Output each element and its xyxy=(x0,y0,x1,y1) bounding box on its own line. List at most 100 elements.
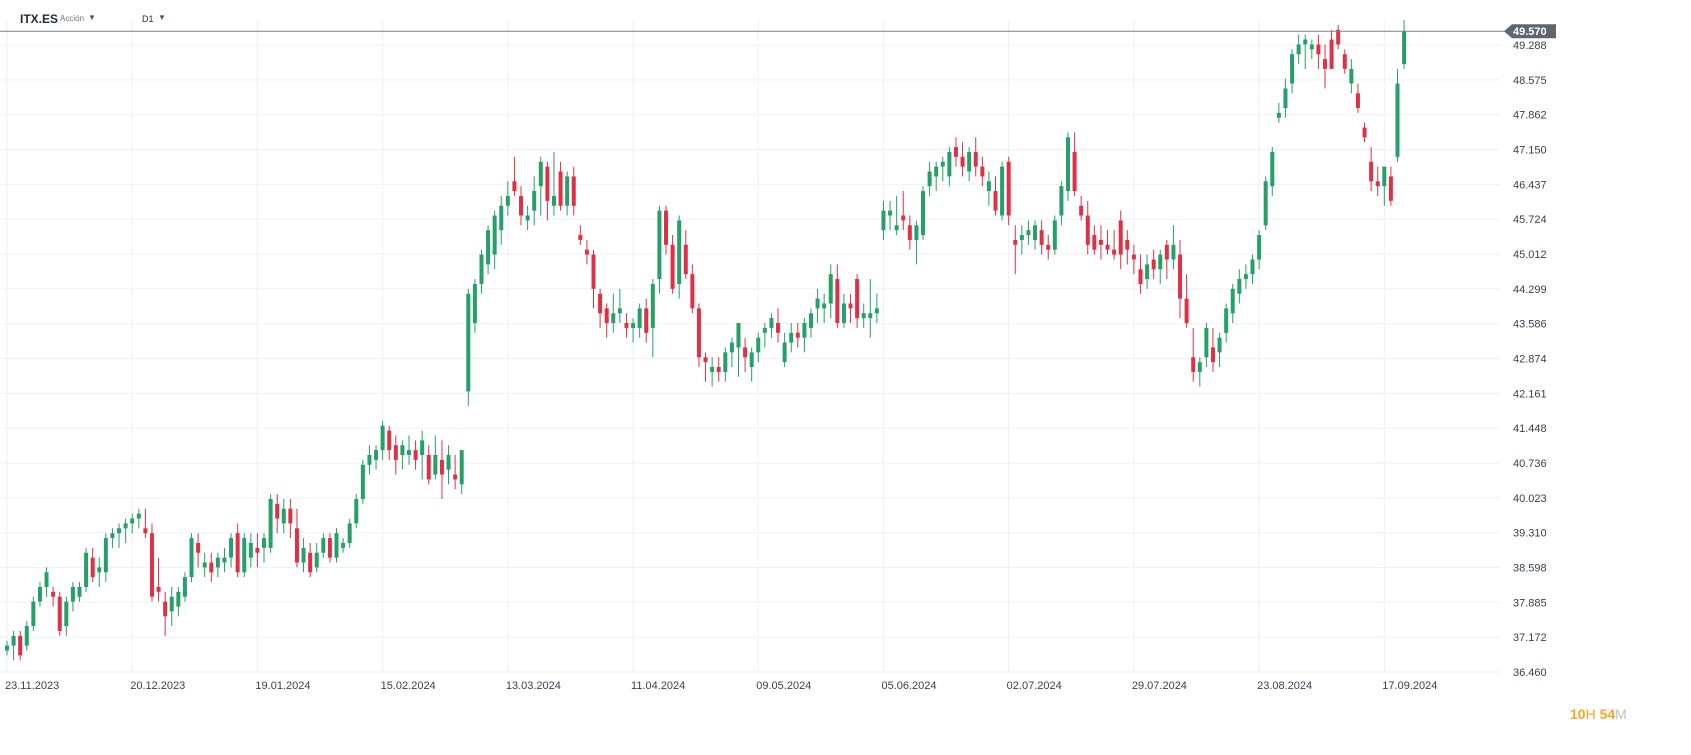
candle-body xyxy=(1092,235,1097,250)
candle-body xyxy=(97,567,102,573)
candle-body xyxy=(650,283,655,328)
candle-body xyxy=(532,191,537,211)
candle xyxy=(828,264,833,319)
axes: 49.288 48.575 47.862 47.150 46.437 45.724 45.0… xyxy=(0,24,1556,692)
candle xyxy=(1118,210,1123,270)
candle xyxy=(650,279,655,358)
candle-body xyxy=(1323,59,1327,69)
candle-body xyxy=(1276,112,1281,118)
candle xyxy=(723,347,728,382)
candle-body xyxy=(1184,298,1189,324)
candle xyxy=(677,215,682,299)
candle xyxy=(189,533,194,583)
candle-body xyxy=(743,347,748,358)
candle xyxy=(617,288,622,324)
candle xyxy=(604,303,609,338)
candle-body xyxy=(1072,151,1077,192)
candle-body xyxy=(664,210,668,245)
candle-body xyxy=(182,577,187,597)
candle xyxy=(1006,156,1011,226)
candle xyxy=(347,518,352,548)
candle-body xyxy=(275,503,280,519)
candle-body xyxy=(874,308,879,314)
candle xyxy=(598,288,603,328)
candle-body xyxy=(1270,151,1275,187)
candle xyxy=(1303,34,1308,69)
interval-selector[interactable]: D1 xyxy=(142,14,154,24)
candle xyxy=(960,142,965,177)
chevron-down-icon[interactable]: ▼ xyxy=(88,13,96,22)
candle xyxy=(1158,249,1163,284)
candle xyxy=(525,205,530,231)
candle-body xyxy=(308,552,313,573)
candle xyxy=(492,210,497,270)
candle xyxy=(512,156,517,196)
candle-body xyxy=(907,225,912,240)
y-tick-label: 47.862 xyxy=(1513,110,1547,122)
candle-body xyxy=(1342,54,1347,69)
candle xyxy=(519,186,524,226)
candle-body xyxy=(901,215,906,221)
candle xyxy=(439,440,444,499)
candle xyxy=(835,264,840,328)
candle-body xyxy=(578,235,583,240)
candle xyxy=(1257,230,1262,270)
chevron-down-icon[interactable]: ▼ xyxy=(158,13,166,22)
candle-body xyxy=(31,601,36,627)
candle-body xyxy=(288,508,293,524)
candle xyxy=(176,586,181,617)
candle-body xyxy=(479,254,484,284)
candle xyxy=(90,547,95,583)
candle-body xyxy=(5,645,9,651)
candle xyxy=(169,586,174,627)
candle xyxy=(77,582,82,602)
timer-minutes: 54 xyxy=(1599,706,1616,722)
candle xyxy=(808,308,813,338)
candle xyxy=(1217,332,1222,368)
candle-body xyxy=(1237,279,1242,294)
symbol-label[interactable]: ITX.ES xyxy=(20,12,59,26)
candle xyxy=(84,547,89,592)
y-tick-label: 44.299 xyxy=(1513,284,1547,296)
candle xyxy=(1243,264,1248,289)
candle xyxy=(51,586,56,607)
candle-body xyxy=(1178,254,1183,299)
candle xyxy=(973,137,978,177)
candle xyxy=(683,230,688,280)
candle-body xyxy=(505,195,510,206)
candle xyxy=(749,347,754,382)
candle-body xyxy=(70,586,75,602)
candle xyxy=(367,445,372,475)
candle xyxy=(940,156,945,182)
candle xyxy=(776,308,781,343)
candle-body xyxy=(143,528,148,534)
candle-body xyxy=(242,538,247,573)
candle-body xyxy=(439,459,444,475)
candle xyxy=(294,508,299,568)
candle-body xyxy=(84,552,89,587)
candle xyxy=(1250,254,1255,284)
candle-body xyxy=(611,313,616,324)
candle-body xyxy=(103,538,108,573)
candle-body xyxy=(255,547,260,553)
candle xyxy=(97,557,102,587)
candle-body xyxy=(156,586,161,592)
candle-body xyxy=(795,332,800,338)
candle xyxy=(1098,225,1103,260)
candle xyxy=(321,533,326,558)
y-tick-label: 42.874 xyxy=(1513,354,1547,366)
candle-body xyxy=(1257,235,1262,260)
candle-body xyxy=(657,210,662,280)
candle-body xyxy=(571,176,576,206)
candle xyxy=(11,630,16,661)
candle-body xyxy=(993,191,998,211)
candle xyxy=(24,621,29,651)
candle-body xyxy=(314,552,319,568)
candle-body xyxy=(294,528,299,563)
candle xyxy=(802,318,807,353)
candle-body xyxy=(196,542,201,553)
y-tick-label: 37.885 xyxy=(1513,597,1547,609)
candle xyxy=(499,195,504,245)
x-tick-label: 20.12.2023 xyxy=(130,680,185,692)
